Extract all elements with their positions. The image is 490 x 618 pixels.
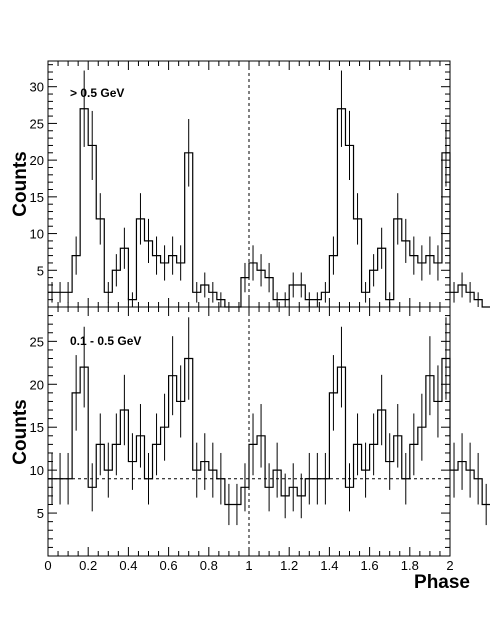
y-tick-label: 15 <box>30 190 44 205</box>
x-tick-label: 0.4 <box>119 558 137 573</box>
y-tick-label: 15 <box>30 420 44 435</box>
histogram-line <box>48 108 490 308</box>
panel-bottom: 5 10 15 20 25 0.1 - 0.5 GeV Counts <box>10 306 490 557</box>
x-tick-label: 0.8 <box>200 558 218 573</box>
x-tick-labels: 0 0.2 0.4 0.6 0.8 1 1.2 1.4 1.6 1.8 2 <box>44 558 453 573</box>
x-tick-label: 0.2 <box>79 558 97 573</box>
histogram-line <box>48 357 490 506</box>
x-tick-label: 2 <box>446 558 453 573</box>
y-tick-label: 25 <box>30 116 44 131</box>
x-tick-label: 1.2 <box>280 558 298 573</box>
x-tick-label: 1 <box>245 558 252 573</box>
y-tick-label: 5 <box>37 263 44 278</box>
y-tick-label: 20 <box>30 377 44 392</box>
y-axis-label: Counts <box>10 399 31 464</box>
y-tick-label: 10 <box>30 463 44 478</box>
y-tick-label: 5 <box>37 506 44 521</box>
x-tick-label: 1.4 <box>320 558 338 573</box>
x-tick-label: 1.8 <box>401 558 419 573</box>
panel-top: 5 10 15 20 25 30 > 0.5 GeV Counts <box>10 60 490 308</box>
y-tick-label: 10 <box>30 227 44 242</box>
y-tick-label: 20 <box>30 153 44 168</box>
x-tick-label: 0.6 <box>160 558 178 573</box>
energy-band-label: 0.1 - 0.5 GeV <box>70 334 141 348</box>
y-tick-label: 30 <box>30 80 44 95</box>
y-axis-label: Counts <box>10 151 31 216</box>
energy-band-label: > 0.5 GeV <box>70 86 124 100</box>
y-tick-label: 25 <box>30 334 44 349</box>
x-tick-label: 1.6 <box>361 558 379 573</box>
x-axis-label: Phase <box>414 572 470 593</box>
x-tick-label: 0 <box>44 558 51 573</box>
